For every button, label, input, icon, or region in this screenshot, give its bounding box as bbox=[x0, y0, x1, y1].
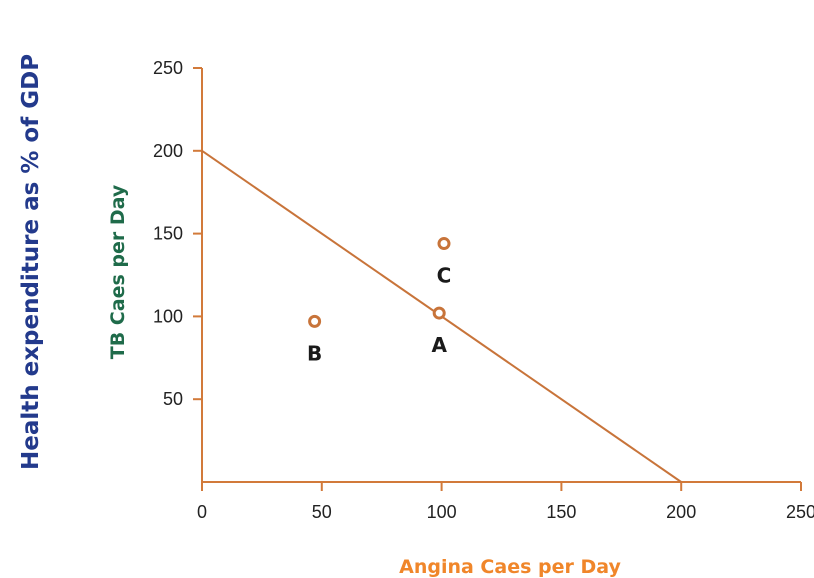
data-point-b bbox=[308, 314, 322, 328]
data-point-a bbox=[432, 306, 446, 320]
point-label-b: B bbox=[307, 341, 322, 365]
y-tick-label: 50 bbox=[163, 389, 183, 409]
point-label-a: A bbox=[431, 333, 447, 357]
x-tick-label: 100 bbox=[427, 502, 457, 522]
y-ticks: 50 100 150 200 250 bbox=[153, 58, 202, 409]
data-point-c bbox=[437, 237, 451, 251]
x-ticks: 0 50 100 150 200 250 bbox=[197, 482, 814, 522]
x-tick-label: 200 bbox=[666, 502, 696, 522]
x-tick-label: 0 bbox=[197, 502, 207, 522]
y-axis-label: TB Caes per Day bbox=[107, 184, 129, 359]
outer-axis-label: Health expenditure as % of GDP bbox=[18, 54, 44, 470]
y-tick-label: 250 bbox=[153, 58, 183, 78]
x-axis-label: Angina Caes per Day bbox=[399, 556, 621, 578]
y-tick-label: 100 bbox=[153, 306, 183, 326]
point-label-c: C bbox=[437, 264, 452, 288]
x-tick-label: 250 bbox=[786, 502, 814, 522]
x-tick-label: 50 bbox=[312, 502, 332, 522]
y-tick-label: 200 bbox=[153, 141, 183, 161]
data-points: A B C bbox=[307, 237, 452, 365]
x-tick-label: 150 bbox=[546, 502, 576, 522]
y-tick-label: 150 bbox=[153, 224, 183, 244]
